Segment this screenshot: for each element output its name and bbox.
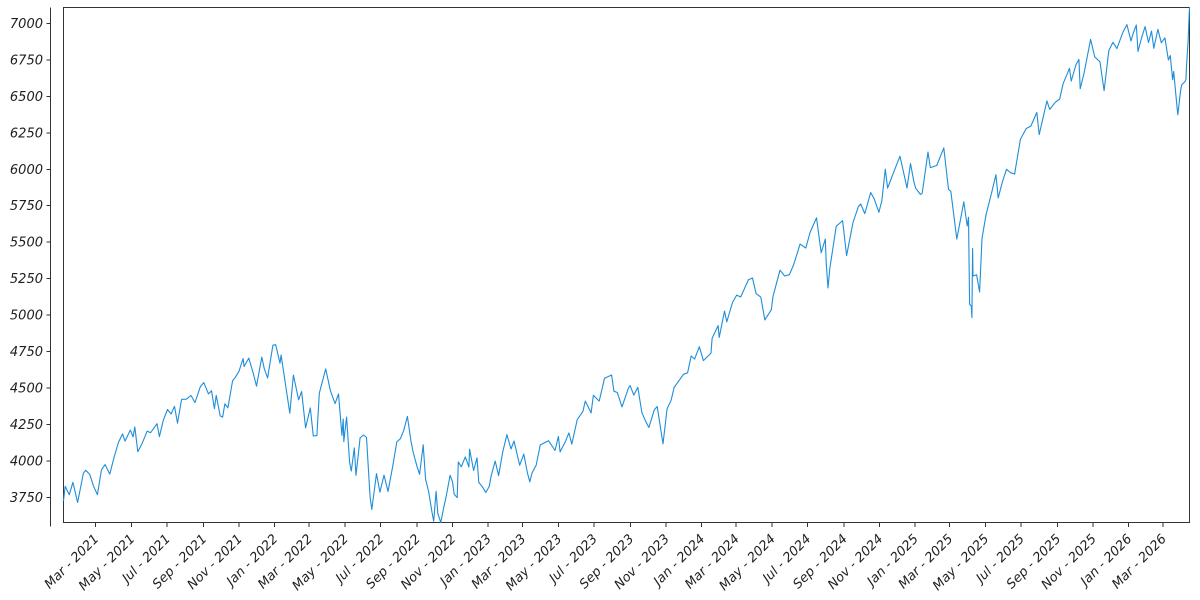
y-tick-label: 4250	[10, 418, 43, 433]
y-tick-label: 5500	[10, 236, 43, 251]
plot-frame	[63, 7, 1190, 523]
y-tick-label: 6250	[10, 127, 43, 142]
y-tick-label: 7000	[10, 17, 43, 32]
y-tick-label: 6000	[10, 163, 43, 178]
y-tick-label: 4000	[10, 455, 43, 470]
y-tick-label: 6500	[10, 90, 43, 105]
y-tick-label: 4500	[10, 382, 43, 397]
price-line-series	[62, 6, 1191, 524]
y-tick-label: 5250	[10, 272, 43, 287]
y-tick-label: 5000	[10, 309, 43, 324]
y-tick-label: 6750	[10, 54, 43, 69]
y-tick-label: 3750	[10, 491, 43, 506]
y-tick-label: 5750	[10, 199, 43, 214]
y-tick-label: 4750	[10, 345, 43, 360]
